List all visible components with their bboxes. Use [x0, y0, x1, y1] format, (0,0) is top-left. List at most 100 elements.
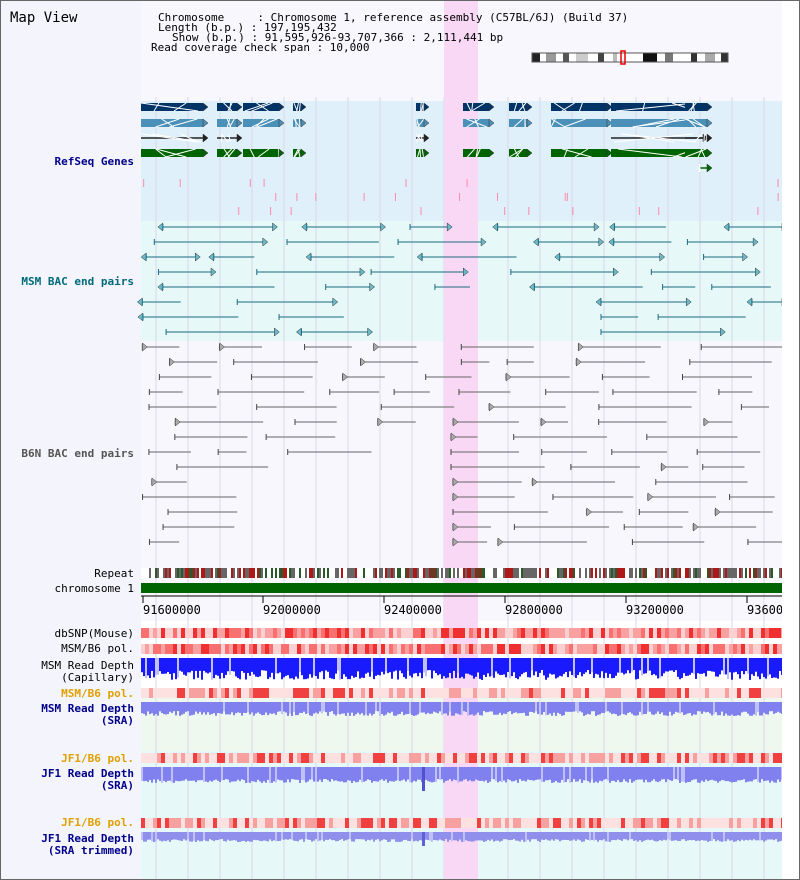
depth-bar	[723, 767, 725, 781]
heat-cell	[637, 644, 641, 654]
depth-bar	[487, 832, 489, 840]
depth-bar	[667, 767, 669, 780]
depth-bar	[255, 767, 257, 783]
heat-cell	[473, 818, 477, 828]
repeat-block	[773, 568, 775, 578]
depth-bar	[523, 702, 525, 713]
repeat-block	[483, 568, 485, 578]
track-label-jf1-b6-pol-trimmed[interactable]: JF1/B6 pol.	[61, 816, 134, 829]
repeat-block	[249, 568, 251, 578]
track-label-repeat[interactable]: Repeat	[94, 567, 134, 580]
depth-bar	[193, 658, 195, 680]
heat-cell	[461, 818, 465, 828]
repeat-block	[735, 568, 737, 578]
depth-bar	[759, 702, 761, 716]
heat-cell	[329, 644, 333, 654]
depth-bar	[149, 702, 151, 715]
track-label-msm-b6-pol-sra[interactable]: MSM/B6 pol.	[61, 687, 134, 700]
depth-bar	[447, 767, 449, 781]
repeat-block	[699, 568, 701, 578]
track-label-b6n-bac[interactable]: B6N BAC end pairs	[21, 447, 134, 460]
depth-bar	[593, 702, 595, 712]
heat-cell	[729, 688, 733, 698]
heat-cell	[169, 818, 173, 828]
heat-cell	[141, 818, 145, 828]
heat-cell	[749, 753, 753, 763]
depth-bar	[195, 832, 197, 842]
depth-bar	[687, 832, 689, 841]
heat-cell	[197, 753, 201, 763]
depth-bar	[671, 658, 673, 671]
bac-end-arrow	[300, 118, 307, 128]
heat-cell	[625, 628, 629, 638]
heat-cell	[657, 688, 661, 698]
track-label-chromosome[interactable]: chromosome 1	[54, 582, 134, 595]
repeat-block	[409, 568, 411, 578]
heat-cell	[597, 753, 601, 763]
exon-boundary	[257, 118, 278, 128]
track-label-msm-depth-sra[interactable]: MSM Read Depth	[41, 702, 134, 715]
depth-bar	[211, 702, 213, 715]
heat-cell	[613, 644, 617, 654]
heat-cell	[485, 818, 489, 828]
heat-cell	[693, 628, 697, 638]
repeat-block	[469, 568, 471, 578]
heat-cell	[197, 688, 201, 698]
heat-cell	[181, 688, 185, 698]
heat-cell	[157, 818, 161, 828]
heat-cell	[501, 688, 505, 698]
heat-cell	[485, 628, 489, 638]
heat-cell	[505, 644, 509, 654]
heat-cell	[353, 753, 357, 763]
heat-cell	[693, 644, 697, 654]
ideogram-outline	[531, 52, 729, 63]
repeat-block	[383, 568, 385, 578]
depth-bar	[599, 767, 601, 781]
track-label-msm-bac[interactable]: MSM BAC end pairs	[21, 275, 134, 288]
repeat-block	[701, 568, 703, 578]
heat-cell	[357, 644, 361, 654]
depth-bar	[703, 832, 705, 841]
depth-bar	[337, 767, 339, 782]
repeat-block	[667, 568, 669, 578]
repeat-block	[671, 568, 673, 578]
heat-cell	[381, 628, 385, 638]
depth-bar	[177, 832, 179, 841]
heat-cell	[293, 688, 297, 698]
track-label-jf1-depth-trimmed[interactable]: JF1 Read Depth	[41, 832, 134, 845]
depth-bar	[551, 658, 553, 675]
heat-cell	[721, 688, 725, 698]
track-label-jf1-b6-pol[interactable]: JF1/B6 pol.	[61, 752, 134, 765]
repeat-block	[391, 568, 393, 578]
depth-bar	[209, 658, 211, 673]
heat-cell	[213, 818, 217, 828]
depth-bar	[775, 832, 777, 840]
heat-cell	[161, 628, 165, 638]
depth-bar	[649, 832, 651, 841]
depth-bar	[731, 702, 733, 715]
repeat-block	[435, 568, 437, 578]
track-label-msm-b6-pol[interactable]: MSM/B6 pol.	[61, 642, 134, 655]
depth-bar	[265, 767, 267, 783]
bac-end-arrow	[706, 133, 713, 143]
heat-cell	[605, 628, 609, 638]
repeat-block	[393, 568, 395, 578]
depth-bar	[757, 658, 759, 677]
depth-bar	[739, 832, 741, 842]
repeat-block	[563, 568, 565, 578]
depth-bar	[297, 658, 299, 679]
heat-cell	[425, 753, 429, 763]
track-label-msm-depth-capillary[interactable]: MSM Read Depth	[41, 659, 134, 672]
track-label-jf1-depth[interactable]: JF1 Read Depth	[41, 767, 134, 780]
bac-end-arrow	[450, 432, 457, 442]
track-label-refseq-genes[interactable]: RefSeq Genes	[54, 155, 134, 168]
track-label-dbsnp[interactable]: dbSNP(Mouse)	[54, 627, 134, 640]
depth-bar	[273, 702, 275, 714]
depth-bar	[243, 702, 245, 713]
depth-bar	[161, 658, 163, 674]
repeat-block	[603, 568, 605, 578]
depth-bar	[473, 702, 475, 716]
heat-cell	[353, 628, 357, 638]
heat-cell	[321, 628, 325, 638]
